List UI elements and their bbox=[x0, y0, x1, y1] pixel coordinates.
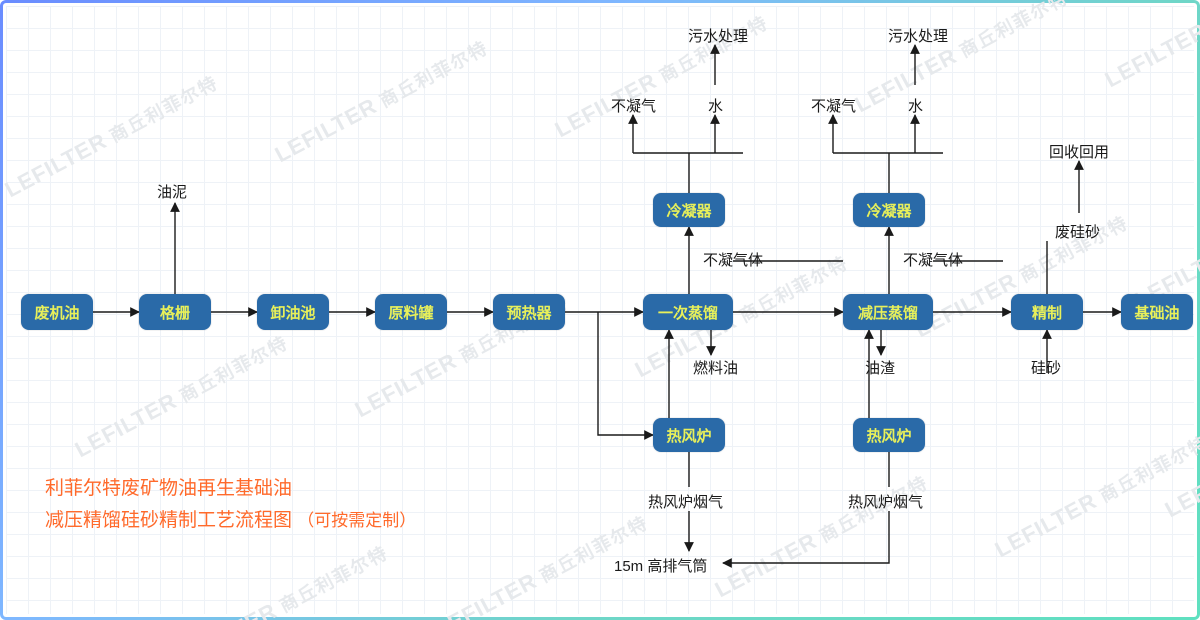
title-suffix: （可按需定制） bbox=[297, 511, 416, 530]
label-oil_mud: 油泥 bbox=[157, 181, 187, 202]
title-line1: 利菲尔特废矿物油再生基础油 bbox=[45, 478, 292, 499]
label-ncg2: 不凝气体 bbox=[903, 249, 963, 270]
label-water2: 水 bbox=[908, 95, 923, 116]
label-water1: 水 bbox=[708, 95, 723, 116]
node-n3: 卸油池 bbox=[257, 294, 329, 330]
diagram-frame: LEFILTER商丘利菲尔特LEFILTER商丘利菲尔特LEFILTER商丘利菲… bbox=[0, 0, 1200, 620]
label-sew2: 污水处理 bbox=[888, 25, 948, 46]
node-n7: 减压蒸馏 bbox=[843, 294, 933, 330]
label-slag: 油渣 bbox=[865, 357, 895, 378]
label-waste_sand: 废硅砂 bbox=[1055, 221, 1100, 242]
node-n6: 一次蒸馏 bbox=[643, 294, 733, 330]
label-flue2: 热风炉烟气 bbox=[848, 491, 923, 512]
title-line2: 减压精馏硅砂精制工艺流程图 bbox=[45, 510, 292, 531]
node-h1: 热风炉 bbox=[653, 418, 725, 452]
node-n4: 原料罐 bbox=[375, 294, 447, 330]
node-c2: 冷凝器 bbox=[853, 193, 925, 227]
node-n8: 精制 bbox=[1011, 294, 1083, 330]
label-fuel: 燃料油 bbox=[693, 357, 738, 378]
label-stack: 15m 高排气筒 bbox=[614, 555, 707, 576]
node-h2: 热风炉 bbox=[853, 418, 925, 452]
label-nc1: 不凝气 bbox=[611, 95, 656, 116]
node-c1: 冷凝器 bbox=[653, 193, 725, 227]
node-n1: 废机油 bbox=[21, 294, 93, 330]
label-sand: 硅砂 bbox=[1031, 357, 1061, 378]
label-sew1: 污水处理 bbox=[688, 25, 748, 46]
label-ncg1: 不凝气体 bbox=[703, 249, 763, 270]
label-nc2: 不凝气 bbox=[811, 95, 856, 116]
label-flue1: 热风炉烟气 bbox=[648, 491, 723, 512]
node-n5: 预热器 bbox=[493, 294, 565, 330]
node-n2: 格栅 bbox=[139, 294, 211, 330]
diagram-title: 利菲尔特废矿物油再生基础油 减压精馏硅砂精制工艺流程图 （可按需定制） bbox=[45, 473, 416, 538]
node-n9: 基础油 bbox=[1121, 294, 1193, 330]
label-recycle: 回收回用 bbox=[1049, 141, 1109, 162]
